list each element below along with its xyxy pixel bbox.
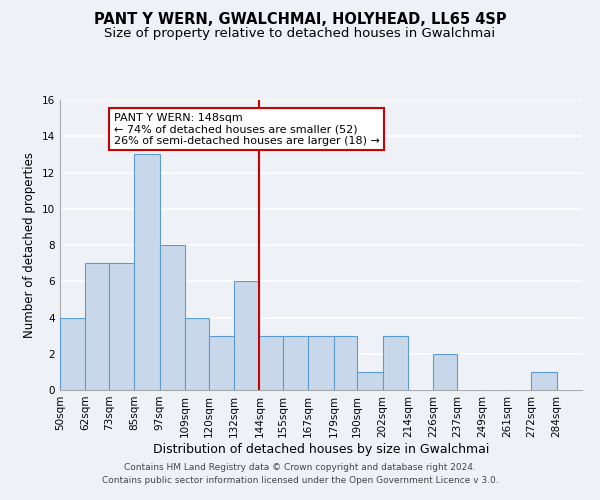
Bar <box>134 154 160 390</box>
Text: Contains public sector information licensed under the Open Government Licence v : Contains public sector information licen… <box>101 476 499 485</box>
Bar <box>109 263 134 390</box>
Bar <box>433 354 457 390</box>
Text: PANT Y WERN: 148sqm
← 74% of detached houses are smaller (52)
26% of semi-detach: PANT Y WERN: 148sqm ← 74% of detached ho… <box>114 112 380 146</box>
Bar <box>334 336 357 390</box>
Text: Size of property relative to detached houses in Gwalchmai: Size of property relative to detached ho… <box>104 28 496 40</box>
X-axis label: Distribution of detached houses by size in Gwalchmai: Distribution of detached houses by size … <box>153 442 489 456</box>
Bar <box>357 372 383 390</box>
Bar <box>185 318 209 390</box>
Bar <box>209 336 234 390</box>
Bar <box>283 336 308 390</box>
Bar <box>60 318 85 390</box>
Bar <box>531 372 557 390</box>
Y-axis label: Number of detached properties: Number of detached properties <box>23 152 37 338</box>
Bar <box>259 336 283 390</box>
Bar <box>85 263 109 390</box>
Bar <box>308 336 334 390</box>
Bar <box>383 336 408 390</box>
Text: PANT Y WERN, GWALCHMAI, HOLYHEAD, LL65 4SP: PANT Y WERN, GWALCHMAI, HOLYHEAD, LL65 4… <box>94 12 506 28</box>
Bar <box>234 281 259 390</box>
Text: Contains HM Land Registry data © Crown copyright and database right 2024.: Contains HM Land Registry data © Crown c… <box>124 464 476 472</box>
Bar <box>160 245 185 390</box>
